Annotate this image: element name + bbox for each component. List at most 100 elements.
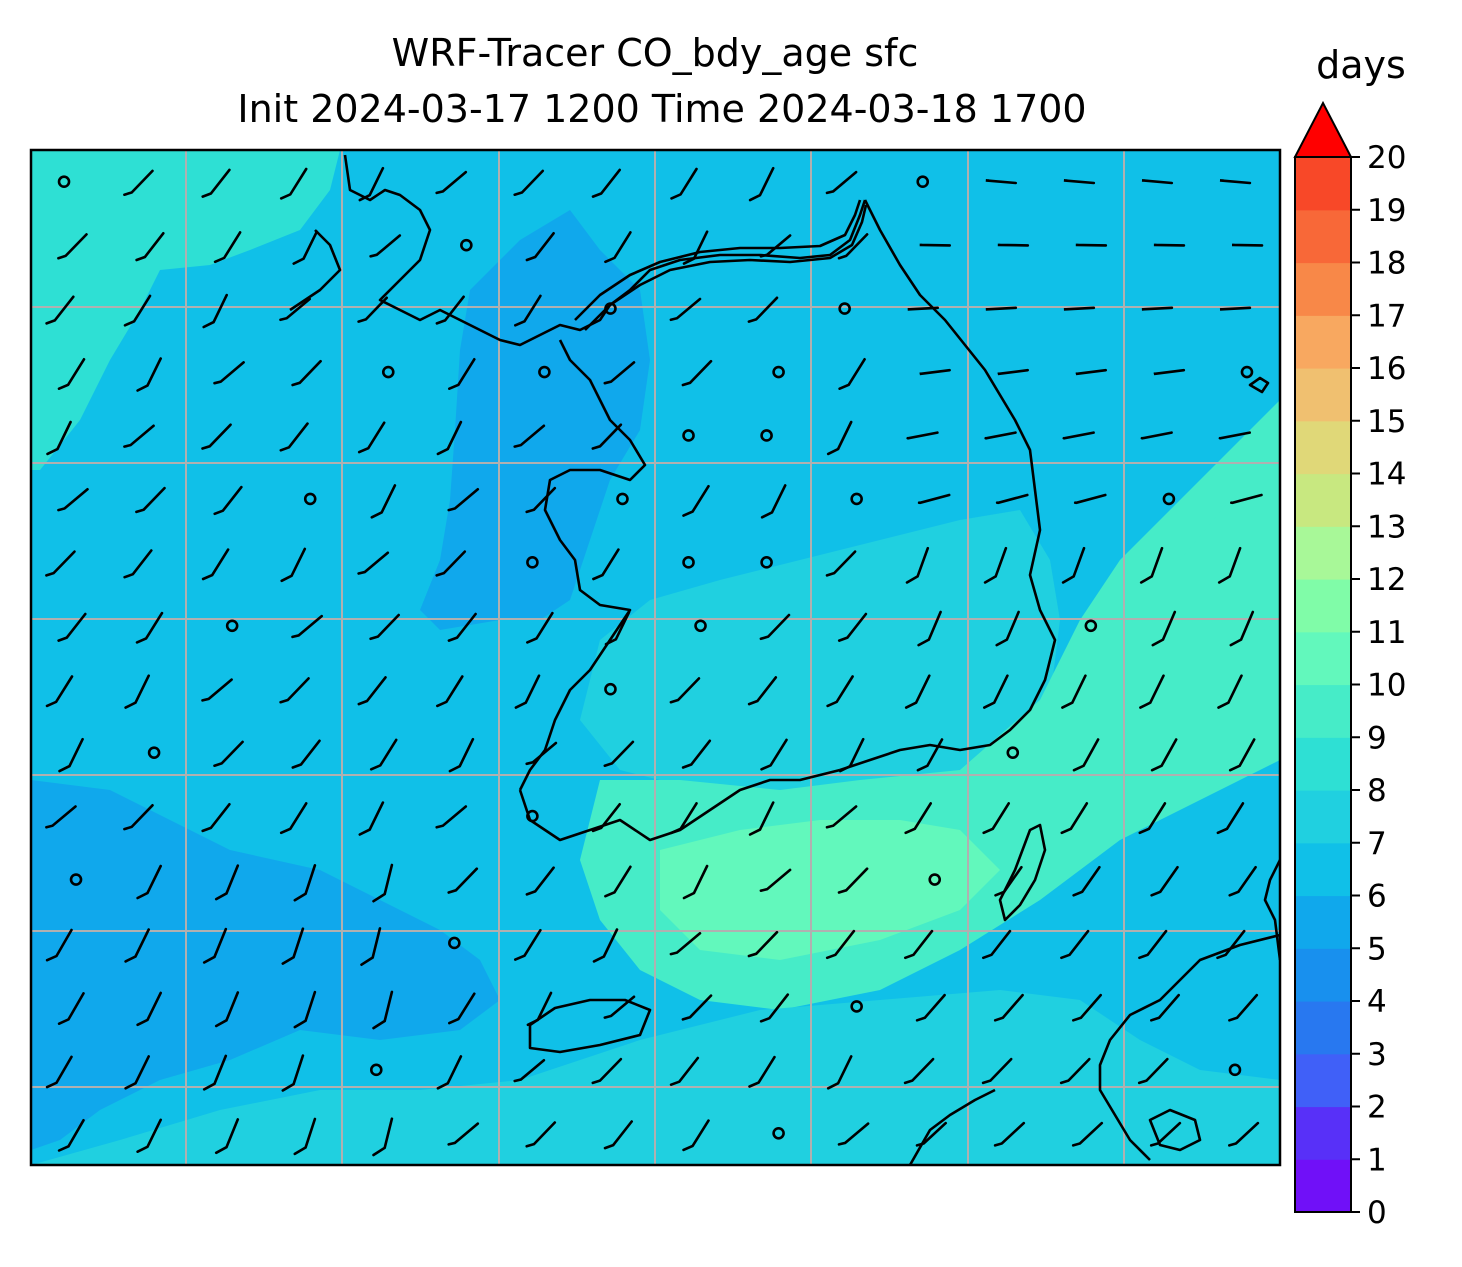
coastline-japan-islands: [1148, 1108, 1202, 1152]
wind-barb: [592, 928, 619, 963]
calm-wind-marker: [69, 873, 83, 886]
wind-barb: [525, 741, 558, 766]
calm-wind-marker: [1162, 492, 1176, 506]
wind-barb: [124, 1055, 150, 1090]
wind-barb: [748, 166, 775, 202]
wind-barb: [214, 991, 240, 1028]
wind-barb: [759, 993, 790, 1023]
wind-barb: [997, 368, 1029, 376]
wind-barb: [57, 1119, 85, 1152]
wind-barb: [915, 1121, 947, 1147]
wind-barb: [747, 676, 778, 706]
wind-barb: [525, 866, 555, 896]
wind-barb: [1217, 674, 1243, 709]
contour-region-south-korea: [580, 510, 1060, 790]
colorbar-bin: [1295, 684, 1351, 738]
wind-barb: [201, 423, 232, 450]
wind-barb: [681, 739, 712, 769]
wind-barb: [201, 168, 231, 198]
wind-barb: [514, 294, 542, 327]
wind-barb: [357, 551, 390, 575]
colorbar-tick-label: 9: [1367, 720, 1387, 756]
wind-barb: [292, 230, 319, 265]
wind-barb: [1217, 546, 1242, 584]
wind-barb: [214, 864, 240, 901]
wind-barb: [1141, 306, 1174, 311]
wind-barb: [681, 994, 713, 1021]
colorbar-tick-label: 18: [1367, 246, 1406, 282]
wind-barb: [1061, 674, 1087, 709]
colorbar-tick-label: 12: [1367, 562, 1406, 598]
wind-barb: [1151, 610, 1177, 647]
contour-region-east-sea: [1180, 460, 1280, 650]
wind-barb: [837, 233, 869, 260]
colorbar-tick-label: 3: [1367, 1037, 1387, 1073]
wind-barb: [57, 612, 87, 642]
colorbar-tick-label: 5: [1367, 931, 1387, 967]
wind-barb: [526, 991, 553, 1027]
wind-barb: [525, 232, 555, 262]
wind-barb: [982, 929, 1012, 960]
calm-wind-marker: [57, 175, 71, 189]
coastline-jeju: [528, 998, 652, 1054]
wind-barb: [357, 296, 388, 323]
wind-barb: [293, 990, 317, 1029]
calm-wind-marker: [225, 619, 239, 633]
calm-wind-marker: [1084, 619, 1098, 633]
wind-barb: [57, 992, 85, 1025]
wind-barb: [135, 486, 166, 514]
colorbar-bin: [1295, 157, 1351, 211]
wind-barb: [604, 231, 632, 264]
wind-barb: [1139, 546, 1164, 584]
wind-barb: [837, 867, 869, 894]
colorbar-tick-label: 19: [1367, 193, 1406, 229]
wind-barb: [369, 613, 400, 641]
wind-barb: [917, 610, 942, 647]
wind-barb: [1141, 179, 1174, 185]
wind-barb: [45, 928, 73, 962]
wind-barb: [1228, 738, 1256, 772]
wind-barb: [123, 549, 153, 579]
wind-barb: [759, 868, 792, 892]
wind-barb: [1228, 993, 1259, 1022]
wind-barb: [670, 802, 698, 835]
wind-barb: [1063, 179, 1096, 185]
calm-wind-marker: [1240, 365, 1254, 379]
wind-barb: [1071, 1121, 1104, 1147]
wind-barb: [1230, 493, 1263, 505]
colorbar-bin: [1295, 631, 1351, 686]
wind-barb: [1153, 243, 1186, 247]
wind-barb: [293, 1117, 317, 1156]
wind-barb: [213, 361, 245, 385]
wind-barb: [905, 546, 930, 584]
wind-barb: [592, 548, 620, 581]
wind-barb: [135, 232, 165, 262]
wind-barb: [136, 864, 162, 900]
wind-barb: [57, 358, 86, 390]
colorbar-tick-label: 16: [1367, 351, 1406, 387]
colorbar-tick-label: 17: [1367, 298, 1406, 334]
wind-barb: [1138, 929, 1168, 960]
wind-barb: [904, 929, 934, 960]
wind-barb: [983, 546, 1008, 584]
wind-barb: [281, 927, 305, 965]
wind-barb: [916, 738, 944, 772]
wind-barb: [826, 1055, 853, 1090]
wind-barb: [826, 675, 854, 708]
coastline-korea-westcoast: [518, 339, 647, 791]
coastline-east-island: [1248, 376, 1270, 394]
wind-barb: [202, 293, 228, 329]
wind-barb: [604, 611, 631, 646]
wind-barb: [591, 1057, 623, 1085]
wind-barb: [45, 1055, 73, 1089]
wind-barb: [360, 927, 382, 966]
wind-barb: [1075, 368, 1107, 376]
calm-wind-marker: [682, 429, 695, 442]
wind-barb: [514, 928, 542, 961]
wind-barb: [748, 801, 775, 836]
wind-barb: [1216, 929, 1246, 960]
wind-barb: [760, 738, 788, 771]
wind-barb: [985, 306, 1018, 311]
wind-barb: [1153, 368, 1186, 376]
